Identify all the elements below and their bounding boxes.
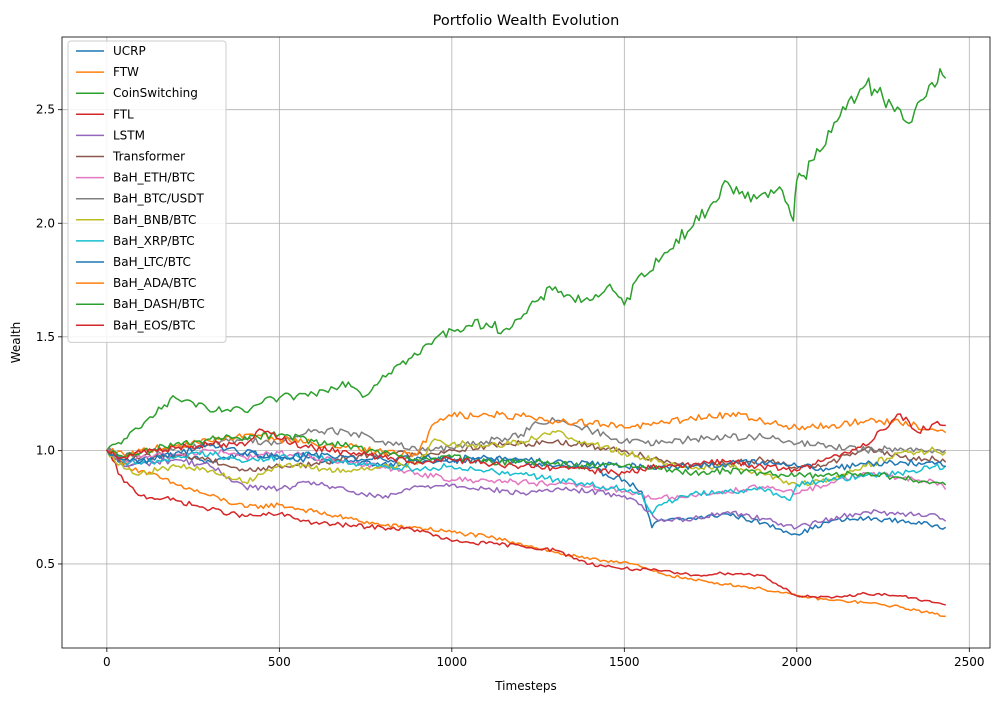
series-line-bah-eos-btc (106, 413, 946, 477)
x-tick-label: 2500 (954, 655, 985, 669)
y-tick-label: 2.0 (36, 216, 55, 230)
chart-title: Portfolio Wealth Evolution (433, 13, 620, 29)
axis-ticks: 0 500 1000 1500 2000 2500 0.5 1.0 1.5 2.0 2.5 (36, 103, 985, 669)
y-tick-label: 1.5 (36, 330, 55, 344)
legend-label-bah-bnb-btc: BaH_BNB/BTC (113, 213, 196, 227)
series-line-lstm (106, 449, 946, 530)
series-line-bah-ada-btc (106, 410, 946, 458)
y-tick-label: 0.5 (36, 557, 55, 571)
y-tick-label: 1.0 (36, 443, 55, 457)
legend-label-ucrp: UCRP (113, 44, 146, 58)
series-line-bah-eth-btc (106, 448, 946, 500)
series-line-bah-dash-btc (106, 431, 946, 486)
legend-label-bah-xrp-btc: BaH_XRP/BTC (113, 234, 195, 248)
legend-label-coinswitching: CoinSwitching (113, 86, 198, 100)
x-axis-label: Timesteps (494, 679, 557, 693)
series-layer (106, 68, 946, 618)
series-line-bah-bnb-btc (106, 429, 946, 487)
legend-box (67, 40, 227, 343)
series-line-ftw (106, 449, 946, 618)
legend-label-ftw: FTW (113, 65, 139, 79)
y-axis-label: Wealth (9, 322, 23, 364)
x-tick-label: 2000 (782, 655, 813, 669)
y-tick-label: 2.5 (36, 103, 55, 117)
x-tick-label: 500 (268, 655, 291, 669)
x-tick-label: 1000 (437, 655, 468, 669)
legend-label-lstm: LSTM (113, 128, 145, 142)
legend-label-bah-btc-usdt: BaH_BTC/USDT (113, 192, 205, 206)
series-line-bah-ltc-btc (106, 443, 946, 472)
legend-label-transformer: Transformer (112, 150, 185, 164)
legend-label-bah-ada-btc: BaH_ADA/BTC (113, 276, 196, 290)
legend-label-bah-ltc-btc: BaH_LTC/BTC (113, 255, 191, 269)
legend: UCRP FTW CoinSwitching FTL LSTM Transformer Ba… (67, 40, 227, 343)
series-line-bah-xrp-btc (106, 449, 946, 515)
legend-label-bah-dash-btc: BaH_DASH/BTC (113, 297, 205, 311)
legend-label-ftl: FTL (113, 107, 134, 121)
plot-frame (61, 36, 991, 649)
legend-label-bah-eth-btc: BaH_ETH/BTC (113, 171, 195, 185)
x-tick-label: 1500 (609, 655, 640, 669)
series-line-coinswitching (106, 68, 946, 452)
series-line-ftl (106, 449, 946, 606)
legend-label-bah-eos-btc: BaH_EOS/BTC (113, 318, 196, 332)
x-tick-label: 0 (103, 655, 111, 669)
